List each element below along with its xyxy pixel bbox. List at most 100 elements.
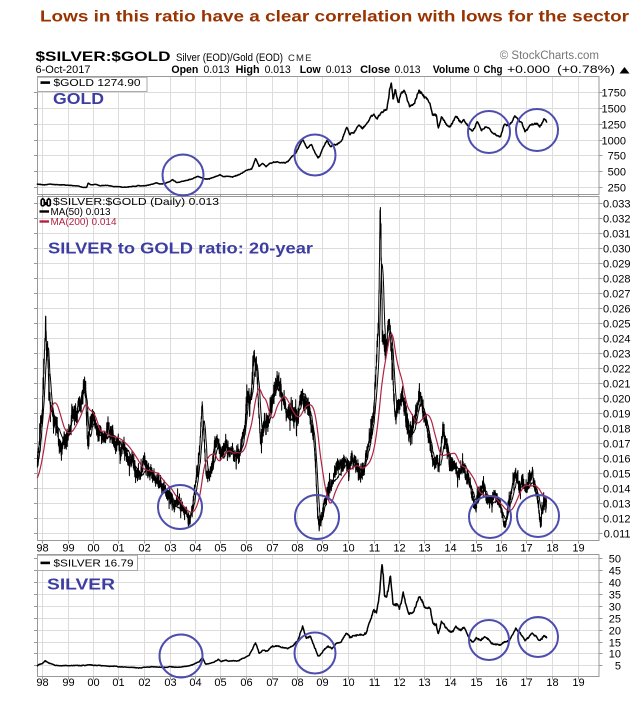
svg-text:19: 19 <box>572 543 584 555</box>
svg-text:02: 02 <box>138 677 150 689</box>
svg-text:0.013: 0.013 <box>204 64 230 76</box>
svg-text:0.015: 0.015 <box>603 469 631 481</box>
svg-text:0.024: 0.024 <box>603 334 631 346</box>
svg-text:0.023: 0.023 <box>603 349 631 361</box>
svg-text:10: 10 <box>342 543 354 555</box>
svg-text:98: 98 <box>36 543 48 555</box>
svg-text:750: 750 <box>608 151 626 163</box>
svg-text:04: 04 <box>189 543 201 555</box>
svg-text:16: 16 <box>495 677 507 689</box>
svg-text:18: 18 <box>546 677 558 689</box>
svg-text:03: 03 <box>164 543 176 555</box>
svg-text:0.016: 0.016 <box>603 454 631 466</box>
svg-text:17: 17 <box>520 543 532 555</box>
svg-text:GOLD: GOLD <box>53 91 104 108</box>
svg-text:0.020: 0.020 <box>603 394 631 406</box>
svg-text:0: 0 <box>474 64 480 76</box>
svg-text:SILVER: SILVER <box>47 577 116 594</box>
svg-text:0.025: 0.025 <box>603 319 631 331</box>
svg-text:08: 08 <box>291 677 303 689</box>
svg-text:35: 35 <box>609 590 621 602</box>
svg-text:07: 07 <box>266 677 278 689</box>
svg-text:1000: 1000 <box>602 136 626 148</box>
svg-text:00: 00 <box>87 677 99 689</box>
svg-text:05: 05 <box>214 543 226 555</box>
svg-text:0.032: 0.032 <box>603 214 631 226</box>
svg-text:05: 05 <box>214 677 226 689</box>
svg-text:1250: 1250 <box>602 120 626 132</box>
svg-text:0.013: 0.013 <box>326 64 352 76</box>
svg-text:11: 11 <box>369 543 380 555</box>
svg-text:0.026: 0.026 <box>603 304 631 316</box>
svg-text:13: 13 <box>418 543 430 555</box>
svg-text:$SILVER 16.79: $SILVER 16.79 <box>54 558 134 570</box>
svg-text:SILVER to GOLD ratio: 20-year: SILVER to GOLD ratio: 20-year <box>48 241 313 258</box>
svg-text:0.022: 0.022 <box>603 364 631 376</box>
svg-text:11: 11 <box>369 677 380 689</box>
svg-text:Lows in this ratio have a clea: Lows in this ratio have a clear correlat… <box>40 9 629 26</box>
svg-text:13: 13 <box>418 677 430 689</box>
svg-text:15: 15 <box>609 638 621 650</box>
svg-text:10: 10 <box>609 649 621 661</box>
svg-text:+0.000: +0.000 <box>507 64 550 76</box>
svg-text:250: 250 <box>608 183 626 195</box>
svg-text:04: 04 <box>189 677 201 689</box>
svg-text:High: High <box>236 64 260 76</box>
svg-text:0.021: 0.021 <box>603 379 631 391</box>
svg-text:Close: Close <box>360 64 390 76</box>
svg-text:08: 08 <box>291 543 303 555</box>
svg-text:02: 02 <box>138 543 150 555</box>
svg-text:40: 40 <box>609 578 621 590</box>
svg-text:Chg: Chg <box>484 64 503 76</box>
svg-text:0.031: 0.031 <box>603 229 631 241</box>
svg-text:Silver (EOD)/Gold (EOD): Silver (EOD)/Gold (EOD) <box>176 52 283 64</box>
svg-text:06: 06 <box>240 677 252 689</box>
svg-text:$GOLD 1274.90: $GOLD 1274.90 <box>54 77 141 89</box>
svg-text:0.033: 0.033 <box>603 199 631 211</box>
svg-text:01: 01 <box>112 677 124 689</box>
svg-text:15: 15 <box>470 677 482 689</box>
svg-text:25: 25 <box>609 614 621 626</box>
svg-text:(+0.78%): (+0.78%) <box>557 64 615 76</box>
svg-text:0.013: 0.013 <box>603 499 631 511</box>
svg-text:CME: CME <box>288 53 313 64</box>
svg-text:98: 98 <box>36 677 48 689</box>
svg-text:6-Oct-2017: 6-Oct-2017 <box>36 64 91 76</box>
svg-text:Low: Low <box>300 64 321 76</box>
svg-text:99: 99 <box>62 677 74 689</box>
svg-text:50: 50 <box>609 554 621 566</box>
svg-text:Open: Open <box>171 64 198 76</box>
svg-text:0.030: 0.030 <box>603 244 631 256</box>
svg-text:45: 45 <box>609 566 621 578</box>
svg-text:09: 09 <box>316 677 328 689</box>
svg-text:10: 10 <box>342 677 354 689</box>
svg-text:16: 16 <box>495 543 507 555</box>
svg-text:14: 14 <box>444 543 456 555</box>
svg-text:5: 5 <box>615 661 621 673</box>
svg-text:01: 01 <box>112 543 124 555</box>
svg-text:© StockCharts.com: © StockCharts.com <box>500 50 599 62</box>
svg-text:20: 20 <box>609 626 621 638</box>
svg-text:0.028: 0.028 <box>603 274 631 286</box>
svg-text:14: 14 <box>444 677 456 689</box>
svg-text:07: 07 <box>266 543 278 555</box>
svg-text:0.018: 0.018 <box>603 424 631 436</box>
svg-text:1750: 1750 <box>602 88 626 100</box>
svg-text:0.014: 0.014 <box>603 484 631 496</box>
svg-text:0.012: 0.012 <box>603 514 631 526</box>
svg-text:1500: 1500 <box>602 104 626 116</box>
svg-text:0.013: 0.013 <box>265 64 291 76</box>
svg-text:$SILVER:$GOLD: $SILVER:$GOLD <box>36 49 171 64</box>
svg-text:06: 06 <box>240 543 252 555</box>
svg-text:12: 12 <box>393 677 405 689</box>
svg-text:15: 15 <box>470 543 482 555</box>
svg-text:0.011: 0.011 <box>604 529 631 541</box>
svg-text:09: 09 <box>316 543 328 555</box>
svg-text:99: 99 <box>62 543 74 555</box>
svg-text:Volume: Volume <box>433 64 470 76</box>
svg-text:30: 30 <box>609 602 621 614</box>
svg-text:0.017: 0.017 <box>603 439 631 451</box>
svg-text:00: 00 <box>87 543 99 555</box>
svg-text:18: 18 <box>546 543 558 555</box>
svg-text:MA(200) 0.014: MA(200) 0.014 <box>51 217 117 228</box>
